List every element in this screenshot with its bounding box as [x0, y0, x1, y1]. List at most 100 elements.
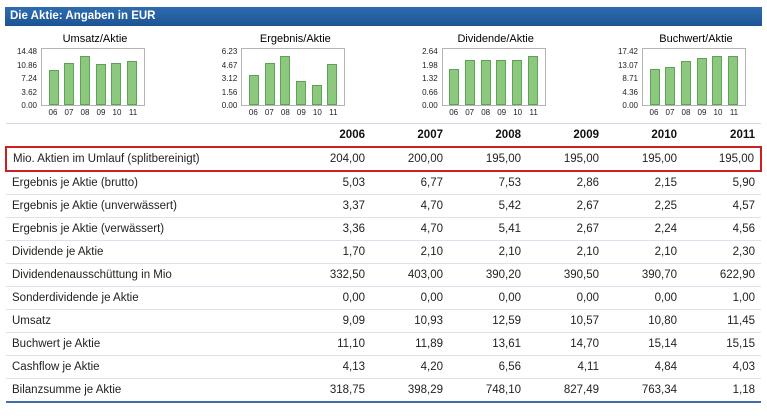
chart-ergebnis-aktie: Ergebnis/Aktie 6.23 4.67 3.12 1.56 0.00 06 07 08… [211, 33, 347, 117]
x-axis-ticks: 06 07 08 09 10 11 [642, 108, 746, 117]
bar [48, 69, 59, 105]
cell-value: 398,29 [371, 378, 449, 403]
table-row: Buchwert je Aktie 11,10 11,89 13,61 14,70 15,… [6, 332, 761, 356]
plot-area-wrap: 06 07 08 09 10 11 [441, 48, 546, 117]
cell-value: 5,90 [683, 171, 761, 195]
cell-value: 4,11 [527, 355, 605, 379]
chart-title: Umsatz/Aktie [62, 33, 128, 45]
row-label: Dividendenausschüttung in Mio [6, 263, 293, 287]
cell-value: 332,50 [293, 263, 371, 287]
cell-value: 390,50 [527, 263, 605, 287]
row-label: Ergebnis je Aktie (unverwässert) [6, 194, 293, 218]
financial-table: 2006 2007 2008 2009 2010 2011 Mio. Aktien im … [5, 123, 762, 403]
chart-body: 17.42 13.07 8.71 4.36 0.00 06 07 08 09 10 11 [612, 48, 748, 117]
cell-value: 2,30 [683, 240, 761, 264]
bar [712, 56, 723, 105]
cell-value: 4,56 [683, 217, 761, 241]
bar [512, 60, 523, 105]
bar [296, 80, 307, 105]
bar [728, 56, 739, 105]
cell-value: 3,36 [293, 217, 371, 241]
x-tick-label: 06 [248, 108, 258, 117]
x-tick-label: 06 [449, 108, 459, 117]
cell-value: 1,00 [683, 286, 761, 310]
row-label: Umsatz [6, 309, 293, 333]
x-tick-label: 09 [697, 108, 707, 117]
plot-area [641, 48, 746, 106]
x-tick-label: 06 [48, 108, 58, 117]
cell-value: 763,34 [605, 378, 683, 403]
cell-value: 0,00 [371, 286, 449, 310]
row-label: Dividende je Aktie [6, 240, 293, 264]
x-axis-ticks: 06 07 08 09 10 11 [41, 108, 145, 117]
cell-value: 7,53 [449, 171, 527, 195]
cell-value: 14,70 [527, 332, 605, 356]
header-row: 2006 2007 2008 2009 2010 2011 [6, 123, 761, 148]
stock-info-panel: Die Aktie: Angaben in EUR Umsatz/Aktie 14… [5, 7, 762, 403]
bar [80, 56, 91, 105]
cell-value: 9,09 [293, 309, 371, 333]
year-column-header: 2009 [527, 123, 605, 148]
table-row: Sonderdividende je Aktie 0,00 0,00 0,00 0,00… [6, 286, 761, 310]
chart-dividende-aktie: Dividende/Aktie 2.64 1.98 1.32 0.66 0.00 06 07 0… [412, 33, 548, 117]
cell-value: 195,00 [605, 146, 683, 172]
x-tick-label: 10 [513, 108, 523, 117]
cell-value: 2,10 [371, 240, 449, 264]
cell-value: 11,10 [293, 332, 371, 356]
cell-value: 5,42 [449, 194, 527, 218]
x-tick-label: 09 [497, 108, 507, 117]
cell-value: 3,37 [293, 194, 371, 218]
bar [64, 62, 75, 105]
section-header: Die Aktie: Angaben in EUR [5, 7, 762, 26]
y-tick-label: 3.62 [21, 87, 37, 97]
cell-value: 2,86 [527, 171, 605, 195]
x-tick-label: 10 [312, 108, 322, 117]
table-row: Ergebnis je Aktie (verwässert) 3,36 4,70 5,… [6, 217, 761, 241]
cell-value: 195,00 [449, 146, 527, 172]
year-column-header: 2007 [371, 123, 449, 148]
x-tick-label: 08 [681, 108, 691, 117]
cell-value: 5,03 [293, 171, 371, 195]
cell-value: 6,77 [371, 171, 449, 195]
cell-value: 11,45 [683, 309, 761, 333]
y-axis-ticks: 2.64 1.98 1.32 0.66 0.00 [412, 48, 442, 110]
row-label: Buchwert je Aktie [6, 332, 293, 356]
x-tick-label: 08 [280, 108, 290, 117]
y-tick-label: 14.48 [16, 47, 37, 56]
chart-umsatz-aktie: Umsatz/Aktie 14.48 10.86 7.24 3.62 0.00 06 07 08… [11, 33, 147, 117]
table-row-highlighted: Mio. Aktien im Umlauf (splitbereinigt) 20… [5, 146, 762, 172]
cell-value: 4,20 [371, 355, 449, 379]
cell-value: 318,75 [293, 378, 371, 403]
cell-value: 2,10 [449, 240, 527, 264]
cell-value: 1,70 [293, 240, 371, 264]
bar [496, 60, 507, 105]
row-label: Cashflow je Aktie [6, 355, 293, 379]
plot-area [41, 48, 145, 106]
cell-value: 2,15 [605, 171, 683, 195]
x-axis-ticks: 06 07 08 09 10 11 [241, 108, 345, 117]
table-row: Ergebnis je Aktie (unverwässert) 3,37 4,70… [6, 194, 761, 218]
y-tick-label: 1.56 [221, 87, 238, 97]
row-label: Ergebnis je Aktie (verwässert) [6, 217, 293, 241]
bar [527, 56, 538, 105]
cell-value: 12,59 [449, 309, 527, 333]
cell-value: 195,00 [527, 146, 605, 172]
cell-value: 15,14 [605, 332, 683, 356]
y-axis-ticks: 17.42 13.07 8.71 4.36 0.00 [612, 48, 642, 110]
table-row: Dividende je Aktie 1,70 2,10 2,10 2,10 2,10 2,… [6, 240, 761, 264]
plot-area-wrap: 06 07 08 09 10 11 [241, 48, 346, 117]
cell-value: 2,67 [527, 194, 605, 218]
bar [696, 57, 707, 105]
header-label-spacer [6, 123, 293, 148]
y-tick-label: 0.66 [422, 87, 438, 97]
cell-value: 1,18 [683, 378, 761, 403]
x-tick-label: 07 [665, 108, 675, 117]
x-tick-label: 09 [296, 108, 306, 117]
y-tick-label: 1.32 [422, 74, 438, 83]
bar [127, 60, 138, 105]
row-label: Sonderdividende je Aktie [6, 286, 293, 310]
y-axis-ticks: 14.48 10.86 7.24 3.62 0.00 [11, 48, 41, 110]
table-row: Dividendenausschüttung in Mio 332,50 403,0… [6, 263, 761, 287]
cell-value: 390,20 [449, 263, 527, 287]
chart-buchwert-aktie: Buchwert/Aktie 17.42 13.07 8.71 4.36 0.00 06 07… [612, 33, 748, 117]
